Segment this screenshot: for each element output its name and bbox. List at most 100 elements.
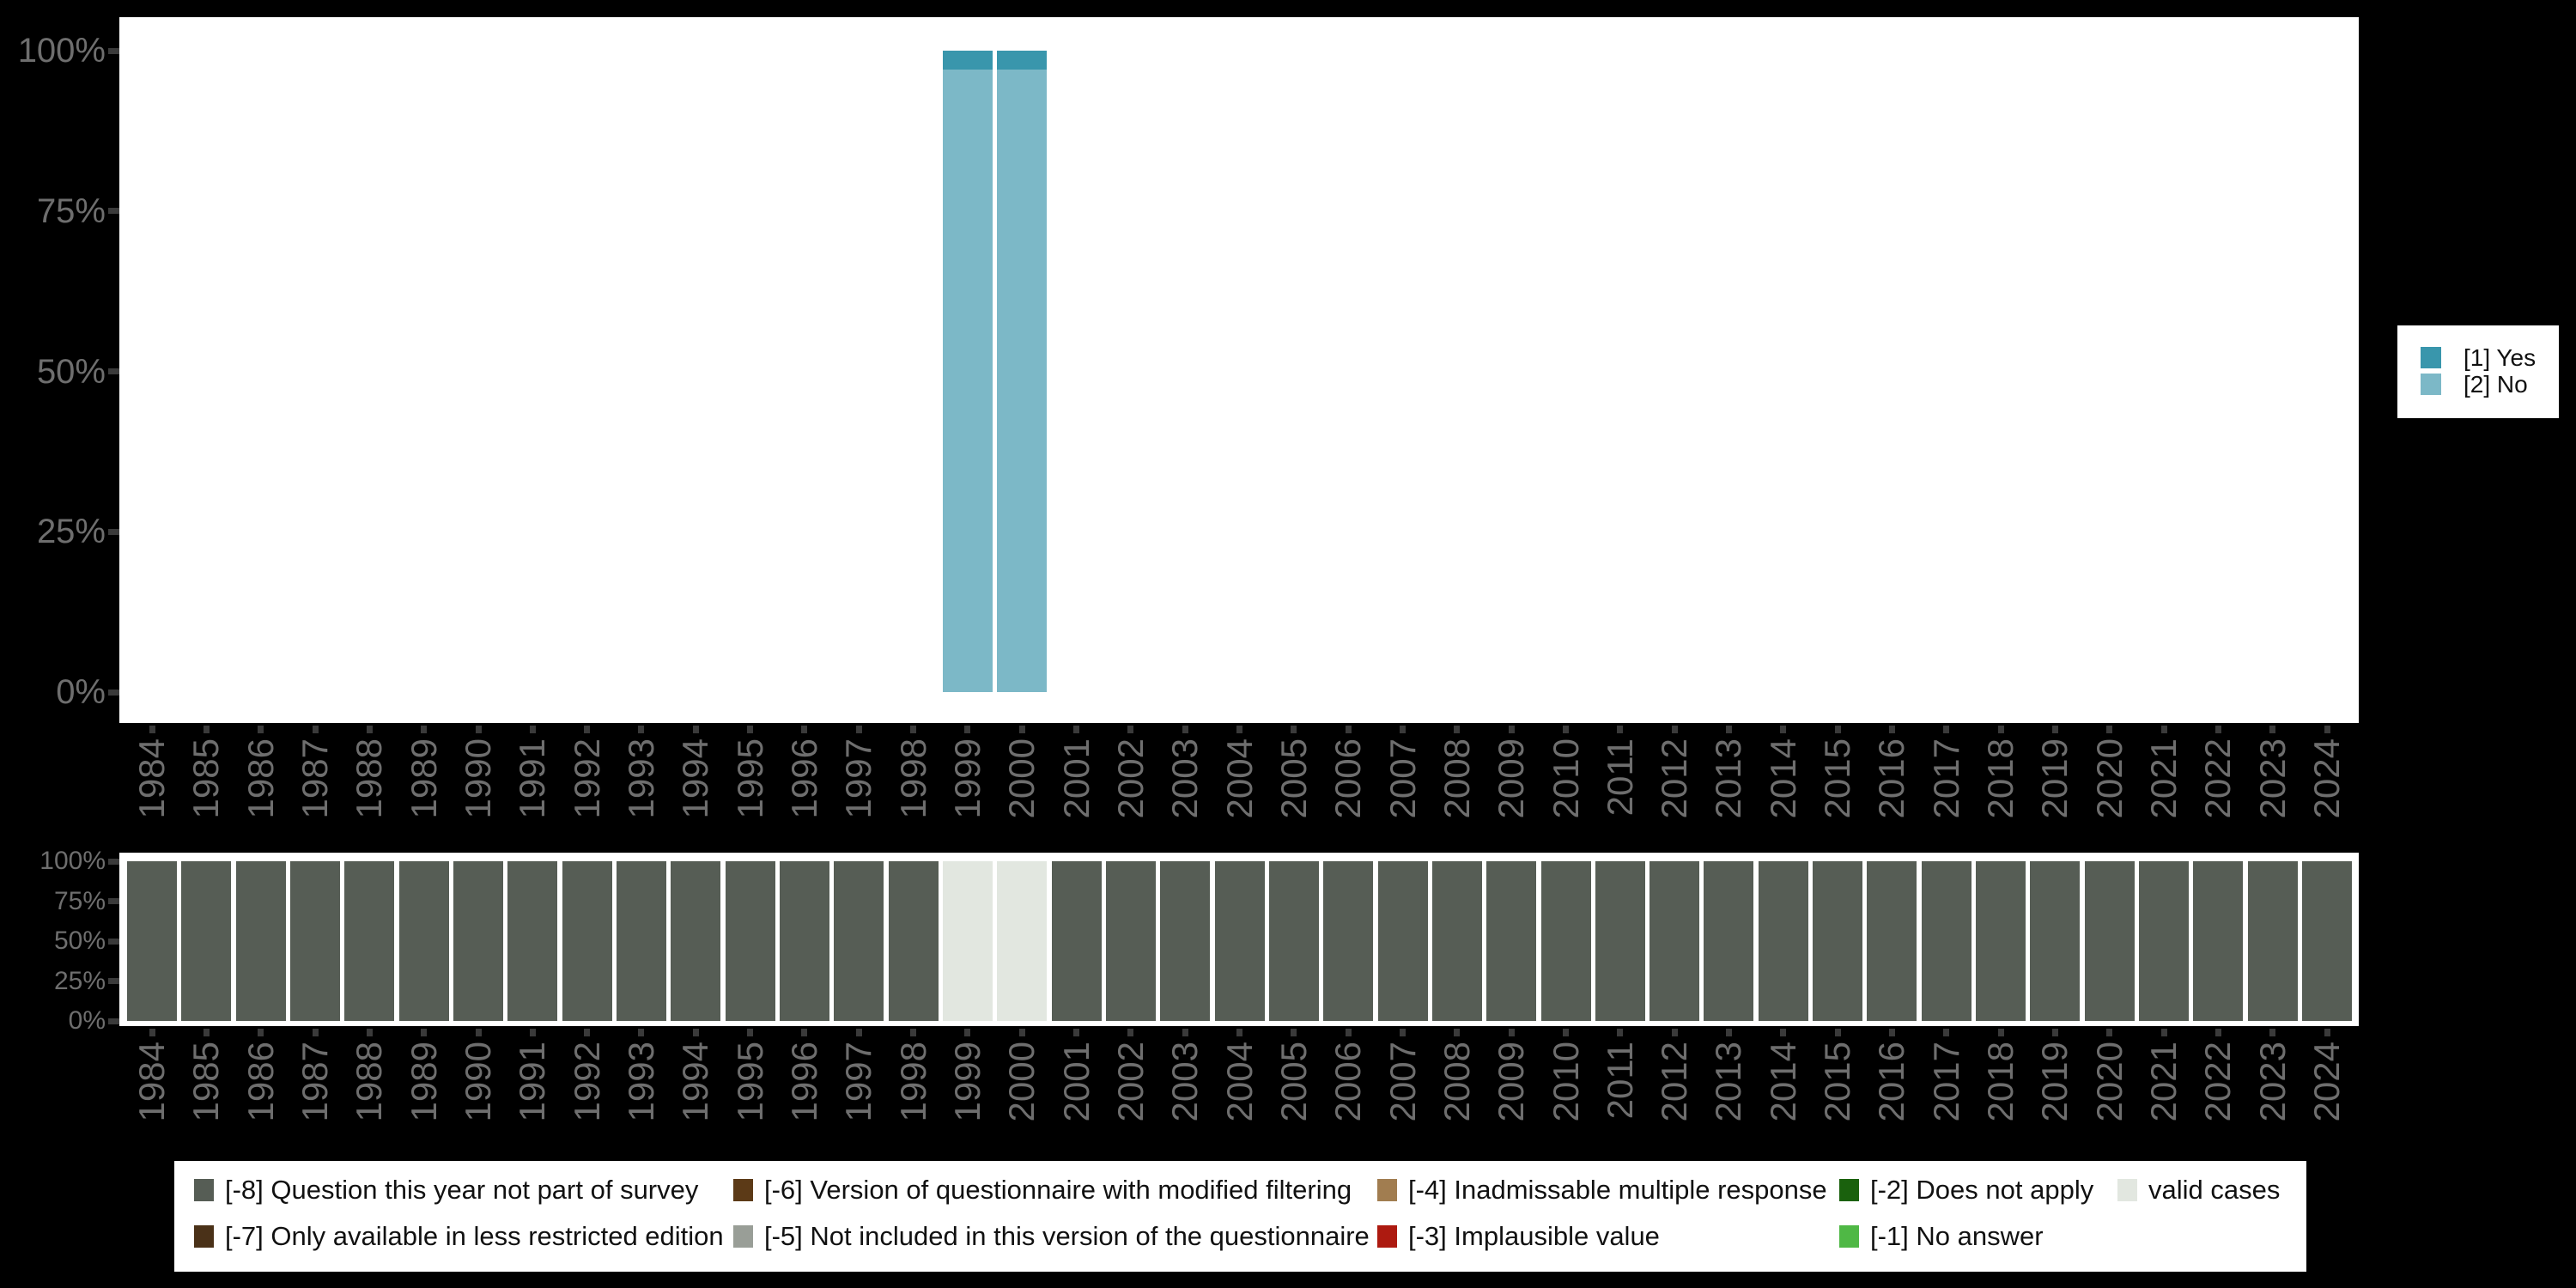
legend-swatch <box>1377 1179 1397 1201</box>
x-tick-label-year: 2016 <box>1871 1042 1912 1122</box>
x-tick-label-year: 1987 <box>295 1042 335 1122</box>
legend-swatch <box>1377 1225 1397 1248</box>
x-tick-label-year: 2004 <box>1218 738 1260 819</box>
x-tick-mark <box>964 726 971 733</box>
x-tick-label-year: 2002 <box>1109 738 1151 819</box>
y-tick-mark <box>108 938 119 945</box>
x-tick-label-year: 1988 <box>349 738 390 819</box>
bottom-bar-1992 <box>562 861 612 1021</box>
bottom-bar-2014 <box>1758 861 1808 1021</box>
y-tick-label: 50% <box>53 927 106 955</box>
legend-label: [-5] Not included in this version of the… <box>764 1221 1370 1251</box>
bottom-bar-2006 <box>1323 861 1374 1021</box>
x-tick-mark <box>258 1029 264 1036</box>
x-tick-mark <box>692 726 699 733</box>
x-tick-mark <box>2269 726 2276 733</box>
x-tick-mark <box>2324 726 2330 733</box>
bottom-bar-2016 <box>1867 861 1917 1021</box>
legend-swatch <box>2421 374 2441 395</box>
x-tick-mark <box>1073 726 1079 733</box>
x-tick-mark <box>2051 726 2058 733</box>
bottom-bar-1997 <box>834 861 884 1021</box>
x-tick-mark <box>1563 726 1569 733</box>
x-tick-mark <box>149 1029 155 1036</box>
x-tick-label-year: 1990 <box>458 1042 498 1122</box>
x-tick-mark <box>1671 1029 1678 1036</box>
x-tick-mark <box>638 726 645 733</box>
bottom-bar-1990 <box>453 861 503 1021</box>
missing-legend-item: [-3] Implausible value <box>1377 1221 1660 1251</box>
legend-label: [-1] No answer <box>1870 1221 2044 1251</box>
x-tick-mark <box>801 726 808 733</box>
x-tick-label-year: 2012 <box>1654 1042 1695 1122</box>
x-tick-label-year: 2013 <box>1708 738 1749 819</box>
legend-label: [2] No <box>2464 370 2528 398</box>
responses-chart-plot-area <box>119 17 2359 723</box>
x-tick-mark <box>312 1029 319 1036</box>
bottom-bar-1987 <box>290 861 340 1021</box>
bottom-bar-2007 <box>1377 861 1428 1021</box>
x-tick-label-year: 2010 <box>1545 738 1586 819</box>
x-tick-mark <box>366 726 373 733</box>
bottom-bar-2020 <box>2084 861 2135 1021</box>
x-tick-label-year: 2000 <box>1001 1042 1042 1122</box>
legend-swatch <box>194 1179 214 1201</box>
missing-legend-item: [-8] Question this year not part of surv… <box>194 1175 698 1205</box>
y-tick-mark <box>108 978 119 984</box>
x-tick-mark <box>529 1029 536 1036</box>
legend-swatch <box>733 1179 753 1201</box>
x-tick-label-year: 2023 <box>2251 1042 2293 1122</box>
x-tick-mark <box>584 726 591 733</box>
x-tick-mark <box>638 1029 645 1036</box>
x-tick-label-year: 2003 <box>1164 738 1206 819</box>
bottom-bar-1989 <box>398 861 449 1021</box>
missing-values-legend: [-8] Question this year not part of surv… <box>174 1161 2306 1272</box>
y-tick-label: 25% <box>36 513 106 551</box>
legend-label: [1] Yes <box>2464 343 2537 371</box>
x-tick-label-year: 2008 <box>1436 738 1477 819</box>
legend-label: [-7] Only available in less restricted e… <box>225 1221 724 1251</box>
x-tick-mark <box>2215 1029 2221 1036</box>
bottom-bar-1998 <box>888 861 939 1021</box>
x-tick-label-year: 2014 <box>1762 738 1803 819</box>
x-tick-label-year: 1995 <box>729 1042 770 1122</box>
right-legend-item: [2] No <box>2421 370 2528 398</box>
x-tick-mark <box>747 726 754 733</box>
x-tick-label-year: 1999 <box>946 1042 987 1122</box>
x-tick-mark <box>1345 1029 1352 1036</box>
x-tick-mark <box>1780 1029 1787 1036</box>
bottom-bar-1995 <box>725 861 775 1021</box>
x-tick-label-year: 1999 <box>946 738 987 819</box>
x-tick-mark <box>1018 1029 1025 1036</box>
right-legend-item: [1] Yes <box>2421 344 2536 371</box>
missing-values-chart-plot-area <box>119 853 2359 1026</box>
x-tick-label-year: 2017 <box>1925 738 1966 819</box>
x-tick-mark <box>1725 726 1732 733</box>
x-tick-mark <box>2160 1029 2167 1036</box>
y-tick-mark <box>108 47 119 54</box>
y-tick-label: 75% <box>53 886 106 915</box>
x-tick-mark <box>1671 726 1678 733</box>
x-tick-label-year: 1998 <box>892 1042 933 1122</box>
x-tick-label-year: 1994 <box>675 738 716 819</box>
x-tick-mark <box>1997 726 2004 733</box>
bottom-bar-2022 <box>2193 861 2244 1021</box>
x-tick-mark <box>964 1029 971 1036</box>
x-tick-label-year: 2014 <box>1762 1042 1803 1122</box>
bottom-bar-2002 <box>1105 861 1156 1021</box>
bottom-bar-2024 <box>2302 861 2352 1021</box>
x-tick-label-year: 1985 <box>185 1042 227 1122</box>
x-tick-mark <box>1563 1029 1569 1036</box>
x-tick-mark <box>149 726 155 733</box>
x-tick-label-year: 1990 <box>458 738 498 819</box>
x-tick-label-year: 1991 <box>512 738 553 819</box>
x-tick-label-year: 2001 <box>1055 738 1097 819</box>
x-tick-mark <box>747 1029 754 1036</box>
x-tick-mark <box>1018 726 1025 733</box>
x-tick-mark <box>475 726 482 733</box>
x-tick-mark <box>1617 726 1624 733</box>
x-tick-label-year: 2015 <box>1817 738 1858 819</box>
legend-swatch <box>194 1225 214 1248</box>
x-tick-mark <box>2324 1029 2330 1036</box>
